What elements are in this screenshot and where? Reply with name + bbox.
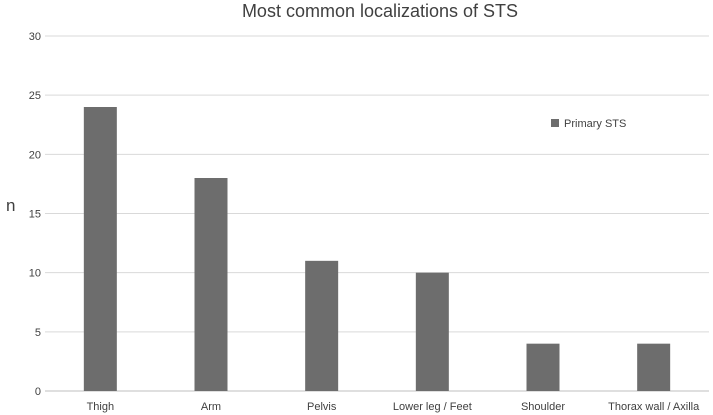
chart-title: Most common localizations of STS [242,1,518,21]
bar-thigh [83,107,117,391]
legend-swatch-primary-sts [551,119,559,127]
x-tick-label: Thorax wall / Axilla [608,401,700,413]
y-tick-label: 25 [29,90,41,102]
y-tick-label: 0 [35,386,41,398]
y-tick-label: 30 [29,31,41,43]
bar-arm [194,178,228,391]
bar-thorax-wall-axilla [637,343,671,391]
y-tick-label: 10 [29,268,41,280]
y-tick-label: 5 [35,327,41,339]
legend: Primary STS [551,118,626,130]
x-tick-label: Arm [201,401,221,413]
legend-label-primary-sts: Primary STS [564,118,626,130]
y-tick-label: 15 [29,209,41,221]
bar-pelvis [305,260,339,391]
x-tick-label: Thigh [87,401,115,413]
bar-lower-leg-feet [415,272,449,391]
x-tick-label: Shoulder [521,401,565,413]
x-axis-ticks: Thigh Arm Pelvis Lower leg / Feet Shoulder Th… [87,401,701,413]
y-tick-label: 20 [29,149,41,161]
y-axis-label: n [6,196,15,215]
bars [83,107,671,391]
bar-shoulder [526,343,560,391]
x-tick-label: Lower leg / Feet [393,401,472,413]
x-tick-label: Pelvis [307,401,337,413]
gridlines [45,35,709,392]
y-axis-ticks: 0 5 10 15 20 25 30 [29,31,41,398]
